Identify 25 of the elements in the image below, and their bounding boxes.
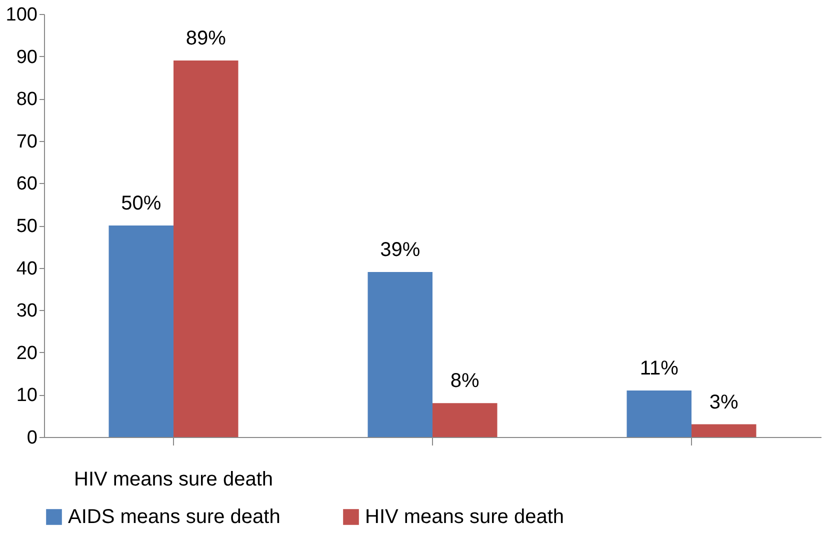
data-label: 11% <box>640 357 679 380</box>
y-tick-label: 0 <box>26 428 38 448</box>
data-label: 50% <box>121 192 162 214</box>
y-tick-label: 80 <box>16 89 38 110</box>
y-tick-label: 40 <box>16 258 38 280</box>
data-label: 89% <box>186 28 226 50</box>
y-tick-label: 90 <box>16 46 38 68</box>
bar <box>432 403 498 437</box>
legend-label: HIV means sure death <box>365 506 564 528</box>
y-tick-label: 30 <box>16 300 38 322</box>
bar <box>626 390 692 437</box>
bar <box>368 272 432 437</box>
bar <box>692 424 756 437</box>
y-tick-label: 20 <box>16 342 38 364</box>
bar <box>174 60 238 437</box>
y-tick-label: 70 <box>16 131 38 152</box>
y-tick-label: 100 <box>6 4 38 26</box>
data-label: 39% <box>380 239 420 262</box>
bar <box>108 226 174 437</box>
y-tick-label: 10 <box>16 385 38 406</box>
y-tick-label: 60 <box>16 174 38 195</box>
legend-label: AIDS means sure death <box>68 506 280 528</box>
data-label: 3% <box>709 391 739 414</box>
data-label: 8% <box>450 370 480 392</box>
y-tick-label: 50 <box>16 216 38 237</box>
